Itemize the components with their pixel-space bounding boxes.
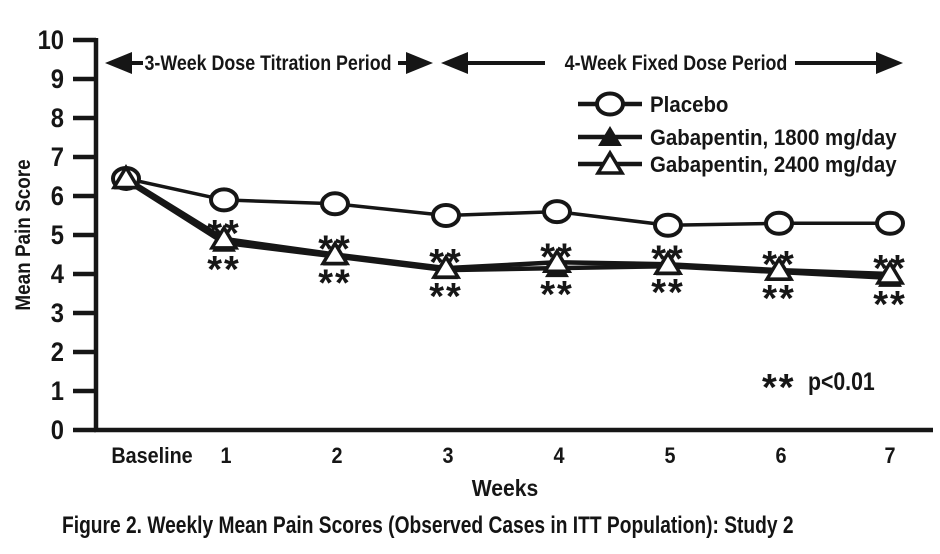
- y-tick-label: 6: [51, 182, 64, 212]
- period-label: 3-Week Dose Titration Period: [144, 52, 391, 76]
- y-tick-label: 9: [51, 65, 64, 95]
- x-tick-label: Baseline: [111, 444, 192, 468]
- open-triangle-marker: [763, 255, 795, 281]
- arrow-right-head-icon: [406, 52, 433, 74]
- x-tick-label: 7: [884, 444, 895, 468]
- asterisks-below: **: [207, 249, 241, 291]
- y-tick-label: 7: [51, 143, 64, 173]
- figure-caption: Figure 2. Weekly Mean Pain Scores (Obser…: [62, 512, 794, 539]
- open-circle-marker: [431, 203, 461, 228]
- x-tick-label: 3: [442, 444, 453, 468]
- open-triangle-marker: [208, 224, 240, 250]
- open-circle-marker: [653, 212, 683, 238]
- series-line: [124, 176, 891, 277]
- p-note-asterisks: **: [762, 367, 796, 409]
- open-triangle-marker: [594, 149, 626, 175]
- legend-item: Gabapentin, 1800 mg/day: [578, 125, 897, 150]
- x-tick-label: 2: [331, 444, 342, 468]
- asterisks-below: **: [762, 278, 796, 320]
- y-tick-label: 5: [51, 221, 64, 251]
- filled-triangle-marker: [598, 126, 622, 146]
- asterisks-below: **: [540, 274, 574, 316]
- legend-item: Gabapentin, 2400 mg/day: [578, 149, 897, 177]
- y-tick-label: 8: [51, 104, 64, 134]
- legend: Placebo Gabapentin, 1800 mg/dayGabapentin…: [578, 91, 897, 177]
- open-circle-marker: [875, 210, 905, 236]
- y-tick-label: 10: [38, 26, 64, 56]
- arrow-right-head-icon: [876, 52, 903, 74]
- asterisks-above: **: [429, 242, 463, 284]
- asterisks-above: **: [762, 244, 796, 286]
- legend-label: Gabapentin, 1800 mg/day: [650, 125, 897, 150]
- arrow-left-head-icon: [105, 52, 132, 74]
- y-tick-label: 1: [51, 377, 64, 407]
- x-tick-label: 6: [775, 444, 786, 468]
- asterisks-below: **: [429, 276, 463, 318]
- period-label: 4-Week Fixed Dose Period: [565, 52, 788, 76]
- y-tick-label: 0: [51, 416, 64, 446]
- open-circle-marker: [542, 199, 572, 225]
- legend-label: Gabapentin, 2400 mg/day: [650, 152, 897, 177]
- asterisks-above: **: [318, 229, 352, 271]
- y-tick-label: 2: [51, 338, 64, 368]
- open-circle-marker: [595, 91, 625, 117]
- arrow-left-head-icon: [441, 52, 468, 74]
- open-circle-marker: [209, 187, 239, 213]
- series-gabapentin-2400-mg-day: [110, 164, 906, 285]
- asterisks-below: **: [651, 272, 685, 314]
- y-axis-title: Mean Pain Score: [12, 159, 35, 310]
- open-triangle-marker: [652, 249, 684, 275]
- open-triangle-marker: [319, 240, 351, 266]
- open-triangle-marker: [874, 259, 906, 285]
- asterisks-below: **: [873, 284, 907, 326]
- series-placebo: [111, 165, 905, 238]
- open-triangle-marker: [430, 253, 462, 279]
- series-line: [125, 176, 890, 228]
- open-circle-marker: [320, 191, 350, 217]
- asterisks-above: **: [873, 248, 907, 290]
- fixed-dose-annotation: 4-Week Fixed Dose Period: [441, 52, 903, 76]
- p-value-note: ** p<0.01: [762, 367, 875, 409]
- y-tick-label: 3: [51, 299, 64, 329]
- x-tick-label: 1: [220, 444, 231, 468]
- asterisks-above: **: [540, 236, 574, 278]
- legend-label: Placebo: [650, 92, 728, 117]
- open-circle-marker: [764, 210, 794, 236]
- x-axis-title: Weeks: [472, 475, 539, 501]
- open-triangle-marker: [541, 247, 573, 274]
- open-triangle-marker: [110, 164, 142, 190]
- asterisks-above: **: [651, 238, 685, 280]
- asterisks-below: **: [318, 262, 352, 304]
- y-tick-label: 4: [51, 260, 64, 290]
- x-tick-label: 4: [553, 444, 564, 468]
- axes: 0 1 2 3 4 5 6 7 8 9 10 Mean Pain Score Baseline 1 2 3 4 5…: [12, 26, 933, 501]
- asterisks-above: **: [207, 213, 241, 255]
- dose-titration-annotation: 3-Week Dose Titration Period: [105, 52, 433, 76]
- x-tick-label: 5: [664, 444, 675, 468]
- legend-item: Placebo: [578, 91, 728, 117]
- significance-markers: **** **** ********************: [207, 213, 907, 326]
- p-note-text: p<0.01: [808, 367, 875, 395]
